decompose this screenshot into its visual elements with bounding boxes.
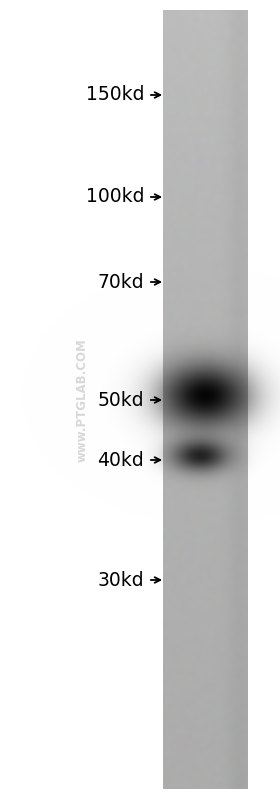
Text: 70kd: 70kd <box>97 272 144 292</box>
Text: 150kd: 150kd <box>85 85 144 105</box>
Text: 100kd: 100kd <box>85 188 144 206</box>
Text: 50kd: 50kd <box>97 391 144 410</box>
Text: www.PTGLAB.COM: www.PTGLAB.COM <box>76 338 88 462</box>
Text: 30kd: 30kd <box>97 570 144 590</box>
Text: 40kd: 40kd <box>97 451 144 470</box>
